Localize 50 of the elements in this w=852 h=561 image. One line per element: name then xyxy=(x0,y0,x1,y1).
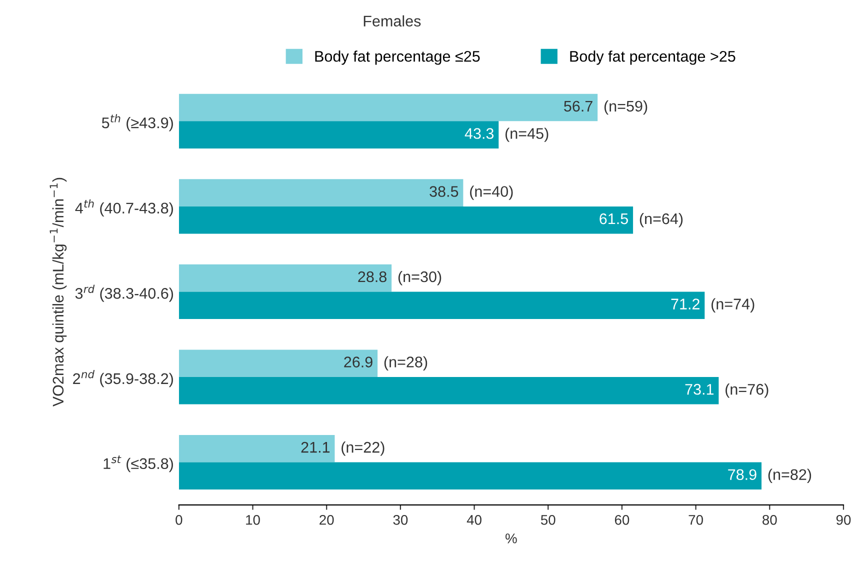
y-tick-label: 2$^{nd}$ (35.9-38.2) xyxy=(73,370,173,388)
bar xyxy=(178,179,464,206)
bar xyxy=(178,350,378,377)
x-tick-label: 90 xyxy=(836,514,851,525)
annotation: (n=30) xyxy=(398,270,442,286)
x-tick-label: 10 xyxy=(246,514,260,525)
data-label: 43.3 xyxy=(464,128,494,139)
annotation: (n=82) xyxy=(768,468,812,484)
y-tick-label: 4$^{th}$ (40.7-43.8) xyxy=(75,199,173,217)
x-tick-label: 40 xyxy=(466,514,482,525)
bar xyxy=(178,376,719,404)
x-tick-label: 0 xyxy=(176,514,182,525)
bar xyxy=(178,94,598,122)
x-axis-title: % xyxy=(506,534,517,544)
data-label: 56.7 xyxy=(564,100,592,112)
annotation: (n=59) xyxy=(604,100,648,115)
legend-label: Body fat percentage ≤25 xyxy=(315,50,480,65)
annotation: (n=22) xyxy=(342,442,384,456)
x-tick-label: 70 xyxy=(688,514,703,525)
chart-title: Females xyxy=(364,15,421,27)
bar xyxy=(178,292,705,320)
bar xyxy=(178,264,392,292)
data-label: 21.1 xyxy=(301,442,330,453)
annotation: (n=45) xyxy=(506,128,548,142)
x-tick-label: 50 xyxy=(540,514,556,525)
x-tick-label: 20 xyxy=(320,514,334,525)
annotation: (n=64) xyxy=(640,212,683,228)
bar xyxy=(178,121,499,148)
data-label: 71.2 xyxy=(671,298,700,310)
annotation: (n=28) xyxy=(384,356,428,370)
y-tick-label: 1$^{st}$ (≤35.8) xyxy=(104,456,173,472)
annotation: (n=76) xyxy=(726,384,768,398)
data-label: 26.9 xyxy=(344,356,372,368)
x-tick-label: 30 xyxy=(393,514,408,525)
x-tick-label: 60 xyxy=(614,514,630,525)
bar xyxy=(178,206,634,234)
data-label: 38.5 xyxy=(430,186,458,197)
legend-label: Body fat percentage >25 xyxy=(570,50,736,65)
annotation: (n=40) xyxy=(470,186,513,200)
x-tick-label: 80 xyxy=(762,514,777,525)
bar xyxy=(178,462,762,490)
data-label: 78.9 xyxy=(728,469,756,480)
y-tick-label: 3$^{rd}$ (38.3-40.6) xyxy=(75,284,174,302)
y-tick-label: 5$^{th}$ (≥43.9) xyxy=(102,114,173,132)
data-label: 73.1 xyxy=(685,384,714,395)
y-axis-title: VO2max quintile (mL/kg$^{−1}$/min$^{−1}$) xyxy=(50,178,67,407)
data-label: 28.8 xyxy=(358,271,386,282)
data-label: 61.5 xyxy=(600,213,628,224)
annotation: (n=74) xyxy=(712,298,754,312)
bar xyxy=(178,434,335,462)
